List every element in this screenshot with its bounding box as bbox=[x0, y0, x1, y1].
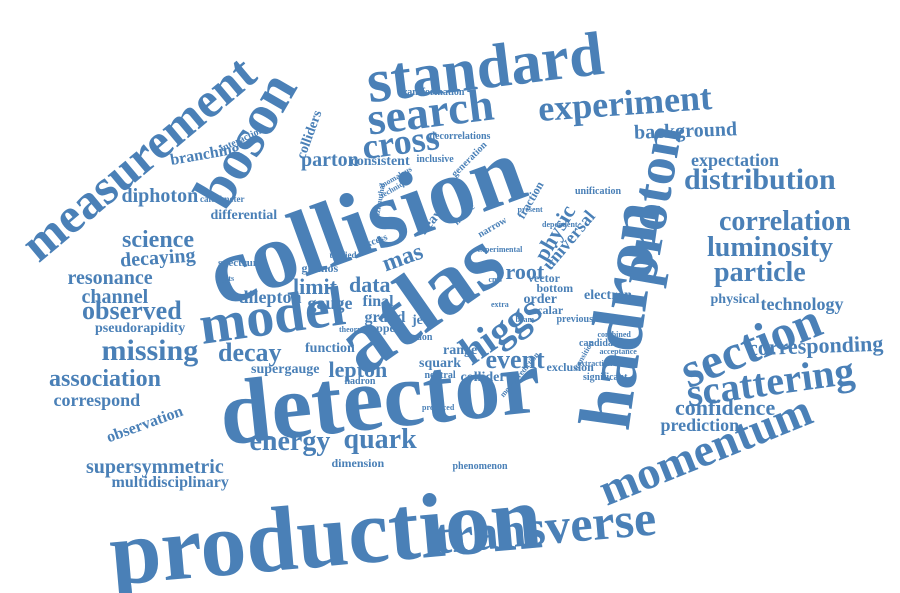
word-root: root bbox=[505, 259, 545, 284]
word-final: final bbox=[362, 293, 394, 310]
word-muon: muon bbox=[408, 332, 433, 343]
word-cms: cms bbox=[488, 275, 502, 284]
word-squark: squark bbox=[419, 356, 462, 371]
word-candidate: candidate bbox=[579, 338, 621, 349]
word-lepton: lepton bbox=[328, 357, 388, 382]
word-differential: differential bbox=[210, 208, 278, 223]
word-produced: produced bbox=[422, 403, 455, 412]
word-pseudorapidity: pseudorapidity bbox=[95, 321, 186, 336]
word-channel: channel bbox=[81, 286, 149, 308]
word-limit: limit bbox=[293, 274, 337, 299]
word-diphoton: diphoton bbox=[121, 185, 199, 207]
word-phenomenon: phenomenon bbox=[452, 461, 508, 472]
word-jet: jet bbox=[412, 313, 428, 328]
word-consistent: consistent bbox=[350, 154, 410, 169]
word-proton: proton bbox=[605, 120, 695, 290]
word-energy: energy bbox=[249, 426, 331, 457]
word-distribution: distribution bbox=[684, 163, 836, 196]
word-previous: previous bbox=[556, 314, 594, 325]
word-decaying: decaying bbox=[119, 244, 197, 272]
word-order: order bbox=[523, 292, 557, 307]
word-electron: electron bbox=[584, 288, 632, 303]
word-theory: theory bbox=[339, 325, 362, 334]
word-technology: technology bbox=[760, 294, 844, 314]
word-combined: combined bbox=[597, 330, 631, 339]
word-observation: observation bbox=[104, 402, 186, 447]
word-dependent: dependent bbox=[542, 220, 578, 229]
word-hadron: hadron bbox=[344, 376, 376, 387]
word-collider: collider bbox=[460, 370, 506, 385]
word-parton: parton bbox=[301, 149, 359, 171]
word-missing: missing bbox=[101, 334, 199, 367]
word-association: association bbox=[49, 366, 162, 392]
word-extra: extra bbox=[491, 300, 509, 309]
word-expectation: expectation bbox=[691, 150, 779, 170]
word-calorimeter: calorimeter bbox=[200, 193, 245, 204]
word-vector: vector bbox=[528, 271, 560, 285]
word-dilepton: dilepton bbox=[238, 287, 302, 307]
word-range: range bbox=[443, 343, 478, 358]
word-scalar: scalar bbox=[532, 303, 564, 317]
word-prediction: prediction bbox=[660, 415, 740, 435]
word-background: background bbox=[633, 118, 737, 144]
word-quark: quark bbox=[343, 424, 417, 455]
word-resonance: resonance bbox=[67, 267, 153, 289]
word-event: event bbox=[485, 345, 545, 374]
word-correlation: correlation bbox=[719, 206, 851, 237]
word-supergauge: supergauge bbox=[251, 362, 320, 377]
word-upper: upper bbox=[369, 321, 401, 335]
word-data: data bbox=[349, 272, 391, 297]
word-luminosity: luminosity bbox=[707, 232, 834, 263]
word-exclusion: exclusion bbox=[546, 360, 594, 374]
word-spectrum: spectrum bbox=[218, 256, 262, 269]
word-gauge: gauge bbox=[307, 293, 353, 313]
word-dijets: dijets bbox=[215, 274, 235, 283]
word-decorrelations: decorrelations bbox=[429, 131, 491, 142]
word-particle: particle bbox=[714, 257, 806, 288]
word-corresponding: corresponding bbox=[747, 330, 884, 361]
word-dimension: dimension bbox=[331, 456, 385, 470]
word-unification: unification bbox=[575, 186, 622, 197]
word-present: present bbox=[517, 205, 543, 214]
word-neutral: neutral bbox=[424, 370, 456, 381]
word-significant: significant bbox=[583, 372, 628, 383]
word-confidence: confidence bbox=[675, 395, 776, 420]
word-correspond: correspond bbox=[53, 390, 141, 410]
word-observed: observed bbox=[82, 296, 182, 325]
word-physical: physical bbox=[710, 292, 760, 307]
word-inclusive: inclusive bbox=[416, 154, 454, 165]
word-acceptance: acceptance bbox=[599, 347, 637, 356]
word-grand: grand bbox=[364, 309, 406, 326]
word-bottom: bottom bbox=[536, 281, 574, 295]
word-decay: decay bbox=[218, 338, 282, 367]
word-gluinos: gluinos bbox=[301, 261, 339, 275]
word-unified: unified bbox=[329, 249, 357, 260]
word-multidisciplinary: multidisciplinary bbox=[111, 474, 229, 491]
word-transformation: transformation bbox=[399, 87, 465, 98]
word-science: science bbox=[122, 227, 194, 253]
word-supersymmetric: supersymmetric bbox=[86, 456, 224, 478]
word-experimental: experimental bbox=[477, 245, 523, 254]
word-beam: beam bbox=[515, 315, 535, 324]
word-function: function bbox=[305, 341, 355, 356]
word-extraction: extraction bbox=[577, 359, 613, 368]
